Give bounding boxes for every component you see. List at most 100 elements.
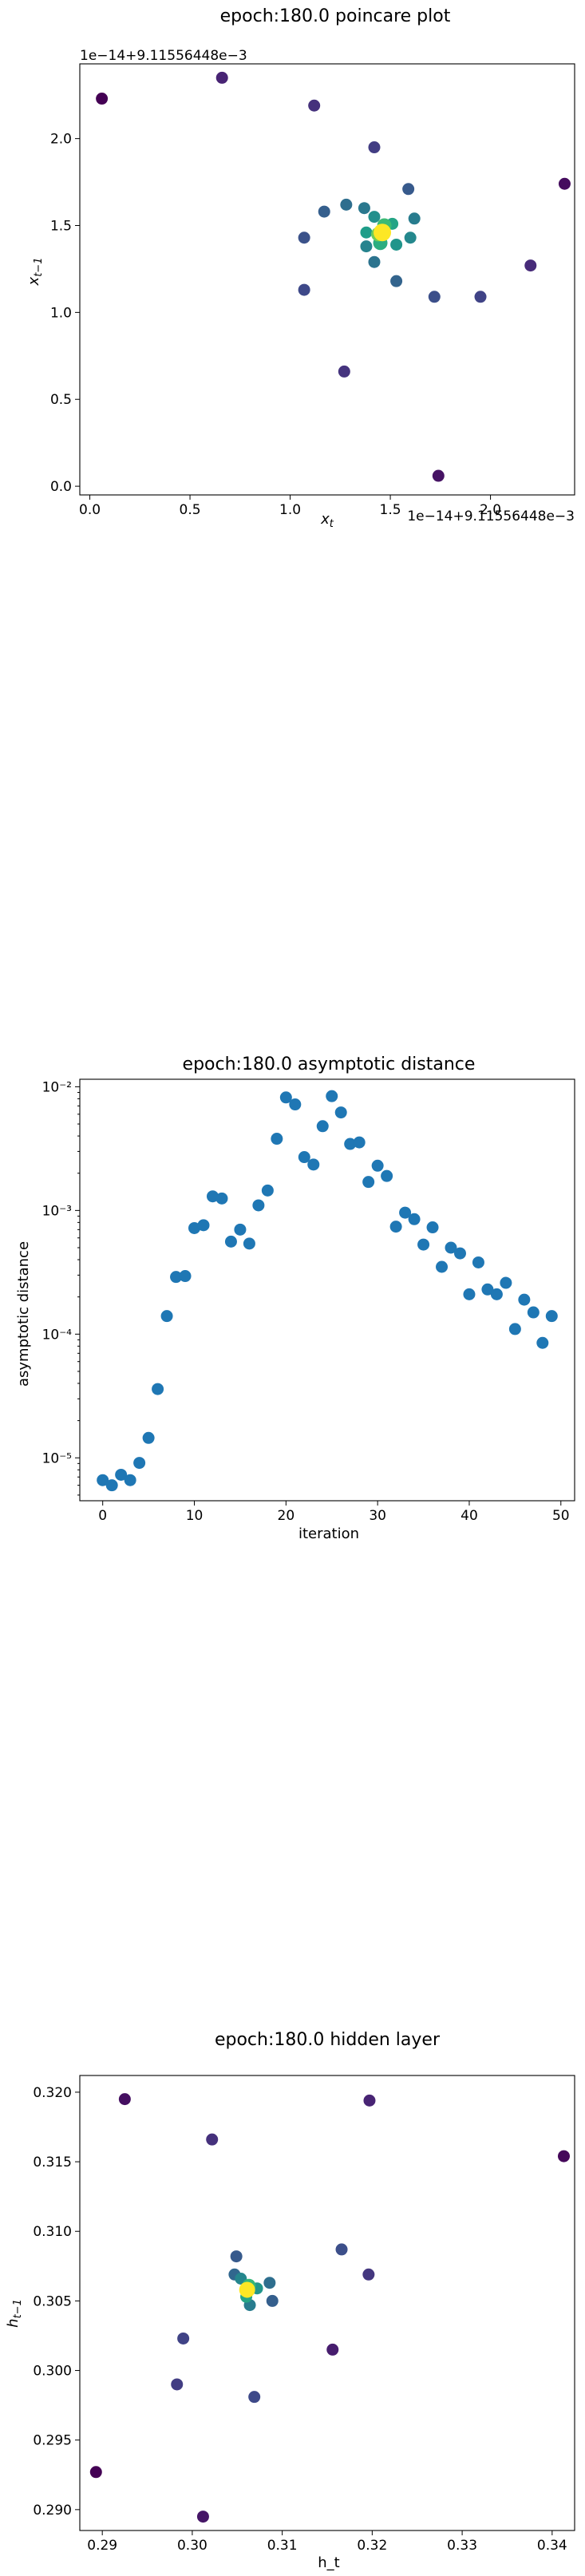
x-tick-label: 0.5 [180,502,201,518]
plot-frame [79,63,575,496]
data-point [338,365,350,378]
data-point [118,2093,131,2106]
data-point [334,1106,347,1119]
data-point [263,2277,276,2289]
data-point [188,1221,201,1234]
data-point [404,231,417,244]
data-point [105,1479,118,1492]
asymptotic-distance-chart: epoch:180.0 asymptotic distance iteratio… [15,1055,575,1542]
x-tick-label: 0 [98,1508,107,1524]
data-point [215,71,228,84]
data-point [374,224,392,242]
x-axis-label: iteration [298,1525,359,1542]
data-point [230,2250,243,2263]
poincare-plot-chart: epoch:180.0 poincare plot 1e−14+9.115564… [26,6,575,530]
data-point [344,1138,357,1150]
y-tick-label: 0.310 [33,2224,72,2240]
data-point [115,1468,128,1481]
y-tick-label: 10⁻⁵ [42,1450,72,1466]
data-point [432,469,445,482]
data-point [248,2391,261,2404]
asymptotic-axes: 0 10 20 30 40 50 10⁻⁵ 10⁻⁴ 10⁻³ 10⁻² [42,1078,575,1524]
data-point [417,1238,430,1251]
data-point [368,211,381,224]
x-offset-text: 1e−14+9.11556448e−3 [407,508,575,524]
y-tick-label: 10⁻⁴ [42,1327,73,1343]
poincare-axes: 0.0 0.5 1.0 1.5 2.0 0.0 0.5 1.0 1.5 2.0 [50,63,575,518]
y-tick-label: 0.320 [33,2085,72,2101]
y-tick-label: 0.305 [33,2293,72,2309]
data-point [170,1271,183,1284]
data-point [340,198,353,211]
x-tick-label: 20 [278,1508,295,1524]
data-point [353,1136,366,1149]
data-point [289,1098,302,1111]
data-point [500,1276,512,1289]
y-tick-label: 0.290 [33,2503,72,2519]
data-point [271,1133,283,1146]
x-tick-label: 0.29 [87,2538,117,2554]
minor-ticks [77,1091,80,1496]
data-point [197,1219,210,1232]
data-point [224,1235,237,1248]
plot-frame [79,1078,575,1502]
data-point [363,2094,376,2107]
data-point [196,2511,209,2523]
plot-frame [79,2075,575,2531]
data-point [453,1247,466,1260]
data-point [298,231,310,244]
y-axis-label: asymptotic distance [15,1241,32,1387]
data-point [308,99,321,112]
y-tick-label: 1.5 [50,219,72,235]
data-point [215,1192,228,1205]
x-tick-label: 0.32 [357,2538,387,2554]
data-point [399,1206,412,1219]
x-tick-label: 0.33 [447,2538,477,2554]
data-point [390,275,403,287]
data-point [298,1151,310,1164]
x-tick-label: 1.0 [279,502,301,518]
data-point [408,1213,421,1225]
x-tick-label: 0.34 [537,2538,567,2554]
hidden-layer-chart: epoch:180.0 hidden layer h_t ht−1 0.29 0.… [5,2030,575,2571]
x-tick-label: 10 [186,1508,204,1524]
data-point [318,205,330,218]
y-axis-label: ht−1 [5,2299,24,2328]
data-point [279,1091,292,1104]
data-point [358,202,370,215]
data-point [152,1383,164,1395]
poincare-plot-panel: epoch:180.0 poincare plot 1e−14+9.115564… [0,0,585,559]
x-tick-label: 0.31 [267,2538,298,2554]
data-point [545,1310,558,1323]
x-tick-label: 0.30 [177,2538,208,2554]
hidden-layer-panel: epoch:180.0 hidden layer h_t ht−1 0.29 0.… [0,2020,585,2573]
scatter-points [97,1090,558,1492]
data-point [177,2332,190,2345]
data-point [326,1090,338,1102]
scatter-points [89,2093,570,2523]
data-point [463,1288,476,1300]
data-point [371,1159,384,1172]
data-point [307,1158,320,1171]
data-point [206,1190,219,1203]
data-point [133,1457,146,1470]
data-point [96,93,109,105]
data-point [472,1256,484,1268]
chart-title: epoch:180.0 asymptotic distance [183,1055,476,1074]
data-point [557,2150,570,2162]
data-point [142,1431,155,1444]
data-point [368,255,381,268]
y-tick-label: 0.300 [33,2364,72,2380]
data-point [518,1293,531,1306]
data-point [426,1221,439,1234]
data-point [298,283,310,296]
scatter-points [96,71,571,482]
x-tick-label: 50 [552,1508,570,1524]
x-tick-label: 2.0 [480,502,501,518]
data-point [362,1176,375,1189]
data-point [97,1474,109,1486]
x-axis-label: h_t [318,2554,339,2571]
data-point [252,1199,265,1212]
y-tick-label: 0.5 [50,392,72,408]
data-point [234,1223,247,1236]
